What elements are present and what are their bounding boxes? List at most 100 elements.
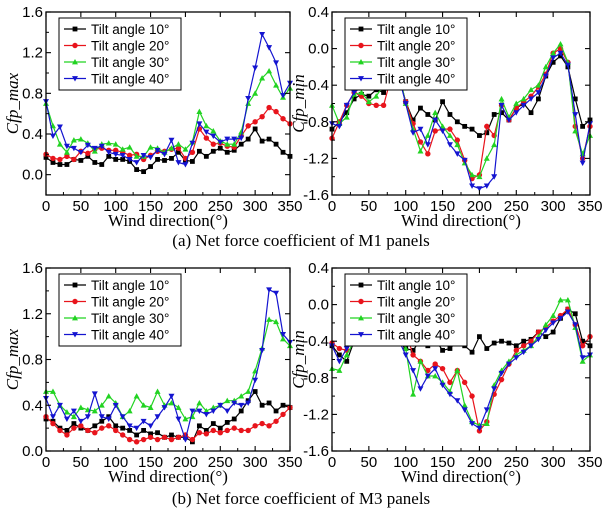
data-point (410, 368, 417, 374)
panel-2: 0 50 100 150 200 250 300 350 -1.6 -1.2 -0.8 -0.4 0.0… (289, 4, 602, 230)
data-point (91, 145, 98, 152)
data-point (203, 135, 210, 141)
data-point (259, 138, 265, 144)
data-point (231, 141, 238, 147)
data-point (542, 73, 549, 80)
data-point (454, 151, 461, 157)
y-tick-label: 1.2 (22, 45, 43, 62)
data-point (224, 420, 230, 425)
data-point (91, 407, 98, 414)
data-point (133, 160, 140, 166)
data-point (336, 345, 343, 352)
x-tick-label: 100 (103, 198, 128, 215)
data-point (238, 128, 245, 135)
data-point (344, 358, 350, 364)
x-axis-label: Wind direction(°) (108, 467, 228, 486)
data-point (498, 95, 505, 102)
data-point (99, 425, 105, 431)
x-tick-label: 350 (277, 198, 302, 215)
data-point (343, 351, 350, 358)
data-point (231, 416, 237, 422)
data-point (351, 90, 358, 96)
data-point (127, 428, 133, 433)
data-point (252, 119, 258, 125)
data-point (447, 379, 453, 386)
data-point (78, 423, 84, 429)
data-point (402, 345, 409, 351)
x-tick-label: 250 (208, 454, 233, 471)
data-point (175, 416, 182, 422)
data-point (71, 425, 77, 431)
data-point (579, 343, 586, 349)
data-point (77, 136, 84, 142)
y-axis-label: Cfp_min (289, 330, 308, 389)
data-point (112, 402, 119, 409)
data-point (105, 149, 112, 156)
data-point (446, 132, 453, 138)
data-point (147, 434, 154, 440)
data-point (564, 309, 571, 315)
data-point (98, 414, 105, 420)
data-point (70, 145, 77, 152)
y-tick-label: -1.6 (303, 187, 329, 204)
data-point (63, 149, 70, 155)
data-point (410, 347, 416, 353)
data-point (498, 376, 505, 383)
data-point (447, 126, 453, 132)
data-point (176, 149, 181, 155)
data-point (105, 416, 112, 422)
data-point (140, 436, 147, 443)
data-point (63, 143, 70, 150)
data-point (273, 418, 279, 424)
data-point (432, 372, 439, 379)
y-tick-label: 0.4 (22, 397, 43, 414)
data-point (119, 414, 126, 420)
data-point (154, 388, 161, 394)
legend-marker (358, 298, 364, 305)
data-point (175, 434, 182, 440)
data-point (154, 436, 161, 443)
x-tick-label: 350 (277, 454, 302, 471)
x-tick-label: 50 (361, 454, 378, 471)
data-point (154, 147, 161, 154)
data-point (513, 347, 519, 354)
data-point (476, 186, 483, 192)
data-point (147, 423, 154, 429)
data-point (106, 153, 112, 159)
data-point (520, 102, 527, 109)
data-point (273, 82, 280, 88)
y-axis-label: Cfp_max (3, 72, 22, 134)
data-point (557, 315, 564, 322)
data-point (56, 402, 63, 409)
data-point (417, 126, 424, 133)
data-point (280, 92, 287, 99)
data-point (231, 425, 237, 431)
caption-a: (a) Net force coefficient of M1 panels (172, 231, 430, 250)
data-point (499, 338, 504, 344)
x-axis-label: Wind direction(°) (401, 467, 521, 486)
data-point (343, 102, 350, 109)
data-point (535, 82, 542, 88)
data-point (70, 413, 77, 420)
data-point (196, 430, 203, 436)
data-point (410, 126, 417, 132)
y-tick-label: 0.0 (22, 167, 43, 184)
legend-marker (358, 332, 364, 338)
data-point (252, 65, 259, 71)
data-point (366, 93, 372, 99)
data-point (119, 432, 126, 438)
data-point (189, 149, 196, 155)
x-tick-label: 0 (42, 454, 50, 471)
data-point (217, 430, 223, 436)
data-point (196, 408, 203, 414)
data-point (477, 334, 482, 340)
data-point (273, 318, 280, 325)
data-point (528, 338, 534, 344)
data-point (535, 90, 542, 96)
data-point (381, 90, 386, 95)
x-tick-label: 250 (504, 454, 529, 471)
legend-marker (72, 59, 78, 65)
data-point (380, 102, 387, 109)
legend-label: Tilt angle 30° (91, 55, 169, 70)
